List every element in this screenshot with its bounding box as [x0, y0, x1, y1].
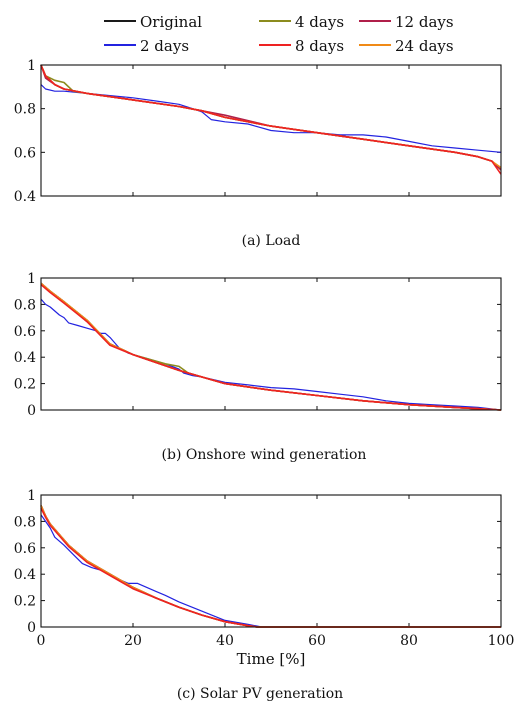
legend-label-2-days: 2 days	[140, 37, 189, 55]
panel-load: 0.4 0.6 0.8 1 (a) Load	[14, 58, 502, 249]
legend-entry-24-days: 24 days	[359, 37, 454, 55]
legend-entry-12-days: 12 days	[359, 13, 454, 31]
y-tick-label: 0.8	[14, 514, 36, 530]
y-tick-label: 0.4	[14, 189, 36, 205]
y-tick-label: 0.4	[14, 567, 36, 583]
legend-label-4-days: 4 days	[295, 13, 344, 31]
series-line-original-load	[40, 64, 502, 171]
series-line-12-days-solar-pv	[40, 505, 501, 628]
panel-solar-pv: 0 0.2 0.4 0.6 0.8 1 0 20 40 60 80 100 Time [%] (c) …	[14, 488, 515, 702]
caption-load: (a) Load	[242, 233, 301, 249]
series-line-2-days-onshore-wind	[40, 298, 502, 411]
plot-frame-load	[40, 64, 502, 197]
legend-entry-original: Original	[104, 13, 202, 31]
legend-entry-4-days: 4 days	[259, 13, 344, 31]
legend-entry-2-days: 2 days	[104, 37, 189, 55]
y-tick-label: 0.6	[14, 145, 36, 161]
series-line-original-solar-pv	[40, 505, 501, 628]
series-line-8-days-load	[40, 64, 502, 175]
series-line-24-days-load	[40, 64, 502, 169]
x-tick-label: 40	[216, 633, 234, 649]
y-tick-label: 1	[27, 488, 36, 504]
caption-onshore-wind: (b) Onshore wind generation	[162, 447, 367, 463]
y-tick-label: 0.4	[14, 350, 36, 366]
y-tick-label: 1	[27, 271, 36, 287]
plot-frame-onshore-wind	[40, 277, 502, 411]
x-axis-label: Time [%]	[237, 650, 306, 668]
legend-label-original: Original	[140, 13, 202, 31]
series-line-4-days-load	[40, 64, 502, 171]
series-line-8-days-onshore-wind	[40, 283, 502, 411]
plot-frame-solar-pv	[40, 494, 502, 628]
y-tick-label: 0	[27, 403, 36, 419]
panel-onshore-wind: 0 0.2 0.4 0.6 0.8 1 (b) Onshore wind generati…	[14, 271, 502, 463]
series-line-4-days-solar-pv	[40, 505, 501, 628]
y-tick-label: 0	[27, 620, 36, 636]
legend-label-8-days: 8 days	[295, 37, 344, 55]
x-tick-label: 80	[400, 633, 418, 649]
legend-label-24-days: 24 days	[395, 37, 454, 55]
y-tick-label: 0.6	[14, 324, 36, 340]
x-tick-label: 0	[37, 633, 46, 649]
y-tick-label: 0.6	[14, 541, 36, 557]
y-tick-label: 1	[27, 58, 36, 74]
x-tick-label: 100	[488, 633, 515, 649]
legend-entry-8-days: 8 days	[259, 37, 344, 55]
y-tick-label: 0.2	[14, 377, 36, 393]
series-line-2-days-load	[40, 84, 502, 153]
y-tick-label: 0.8	[14, 297, 36, 313]
y-tick-label: 0.8	[14, 102, 36, 118]
x-tick-label: 60	[308, 633, 326, 649]
y-tick-label: 0.2	[14, 594, 36, 610]
caption-solar-pv: (c) Solar PV generation	[177, 686, 343, 702]
series-line-2-days-solar-pv	[40, 514, 501, 628]
legend-label-12-days: 12 days	[395, 13, 454, 31]
x-tick-label: 20	[124, 633, 142, 649]
series-line-12-days-load	[40, 64, 502, 171]
series-line-24-days-solar-pv	[40, 505, 501, 628]
legend: Original 4 days 12 days 2 days 8 days 24…	[104, 13, 454, 55]
series-line-8-days-solar-pv	[40, 507, 501, 628]
